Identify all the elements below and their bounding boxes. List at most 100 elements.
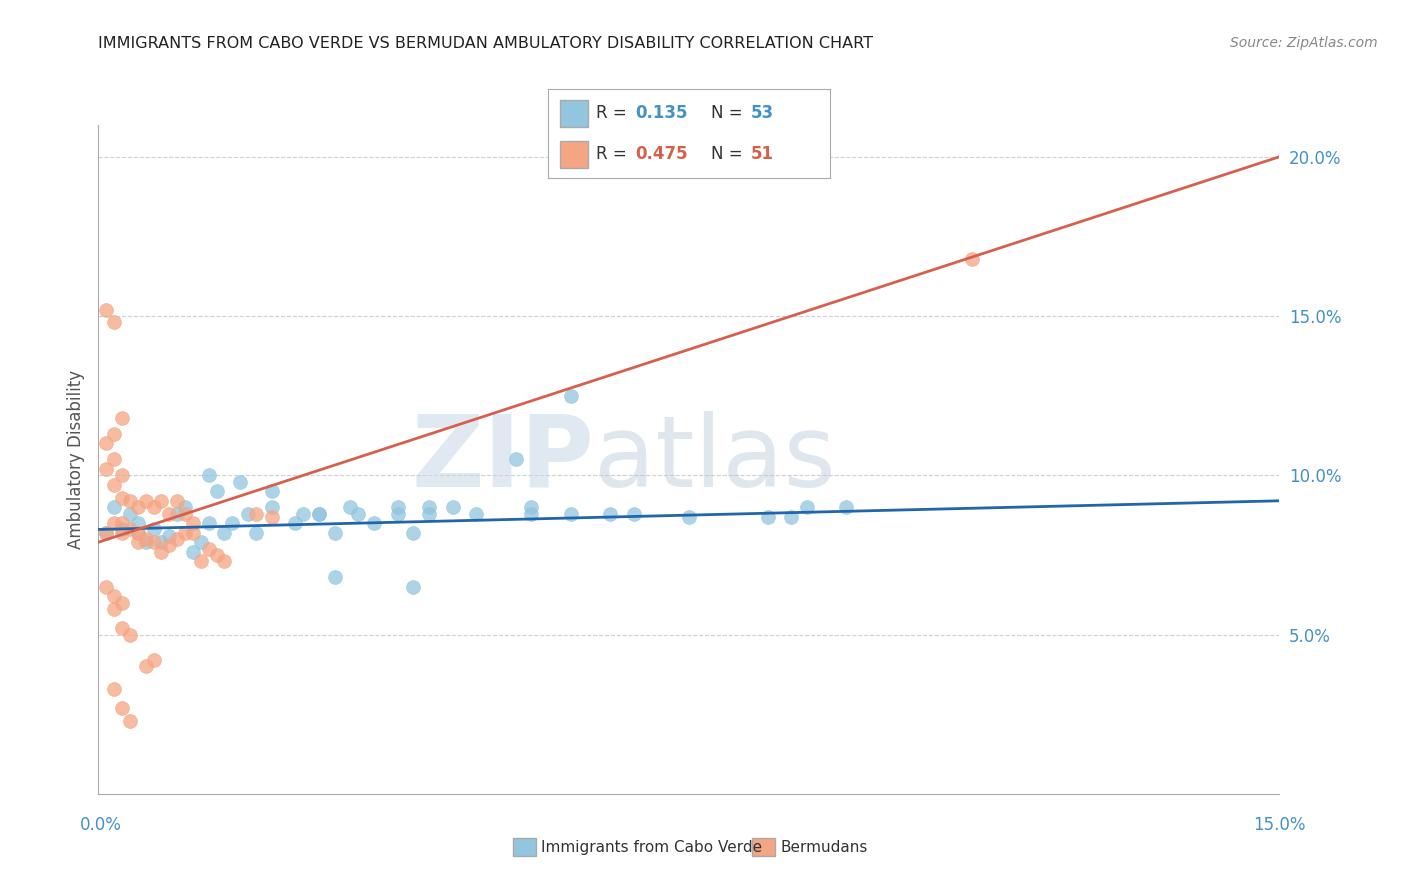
- Point: [339, 500, 361, 515]
- Point: [111, 621, 134, 635]
- FancyBboxPatch shape: [560, 100, 588, 127]
- Point: [599, 507, 621, 521]
- Point: [103, 681, 125, 696]
- Point: [96, 580, 118, 594]
- FancyBboxPatch shape: [560, 141, 588, 168]
- Point: [127, 516, 149, 530]
- Point: [142, 535, 165, 549]
- Point: [96, 525, 118, 540]
- Point: [441, 500, 464, 515]
- Point: [103, 315, 125, 329]
- Point: [260, 509, 283, 524]
- Point: [157, 529, 180, 543]
- Point: [118, 714, 141, 728]
- Point: [127, 525, 149, 540]
- Point: [520, 500, 543, 515]
- Point: [142, 523, 165, 537]
- Point: [127, 535, 149, 549]
- Text: N =: N =: [711, 145, 748, 163]
- Point: [150, 493, 173, 508]
- Text: N =: N =: [711, 104, 748, 122]
- Text: Bermudans: Bermudans: [780, 840, 868, 855]
- Text: 51: 51: [751, 145, 773, 163]
- Point: [142, 653, 165, 667]
- Point: [520, 507, 543, 521]
- Point: [111, 516, 134, 530]
- Point: [323, 570, 346, 584]
- Point: [111, 411, 134, 425]
- Point: [135, 659, 157, 673]
- Point: [197, 541, 219, 556]
- Point: [181, 516, 204, 530]
- Point: [260, 500, 283, 515]
- Text: R =: R =: [596, 145, 633, 163]
- Text: atlas: atlas: [595, 411, 837, 508]
- Point: [387, 507, 409, 521]
- Point: [150, 535, 173, 549]
- Point: [127, 525, 149, 540]
- Point: [465, 507, 488, 521]
- Point: [505, 452, 527, 467]
- Point: [157, 538, 180, 552]
- Point: [135, 493, 157, 508]
- Text: ZIP: ZIP: [412, 411, 595, 508]
- Point: [197, 516, 219, 530]
- Point: [111, 523, 134, 537]
- Point: [111, 525, 134, 540]
- Point: [205, 484, 228, 499]
- Point: [96, 462, 118, 476]
- Point: [166, 493, 188, 508]
- Point: [118, 493, 141, 508]
- Point: [103, 602, 125, 616]
- Point: [308, 507, 330, 521]
- Point: [174, 500, 197, 515]
- Point: [308, 507, 330, 521]
- Point: [214, 554, 236, 568]
- Text: Immigrants from Cabo Verde: Immigrants from Cabo Verde: [541, 840, 762, 855]
- Y-axis label: Ambulatory Disability: Ambulatory Disability: [66, 370, 84, 549]
- Point: [363, 516, 385, 530]
- Point: [150, 545, 173, 559]
- Point: [190, 535, 212, 549]
- Point: [96, 302, 118, 317]
- Point: [96, 436, 118, 450]
- Text: 15.0%: 15.0%: [1253, 816, 1306, 834]
- Point: [347, 507, 370, 521]
- Point: [111, 468, 134, 483]
- Point: [197, 468, 219, 483]
- Point: [111, 701, 134, 715]
- Point: [181, 545, 204, 559]
- Point: [229, 475, 252, 489]
- Point: [127, 500, 149, 515]
- Point: [166, 507, 188, 521]
- Point: [166, 532, 188, 546]
- Point: [418, 500, 440, 515]
- Point: [103, 516, 125, 530]
- Point: [174, 525, 197, 540]
- Point: [118, 507, 141, 521]
- Point: [387, 500, 409, 515]
- Point: [214, 525, 236, 540]
- Point: [190, 554, 212, 568]
- Point: [174, 507, 197, 521]
- Point: [678, 509, 700, 524]
- Point: [181, 525, 204, 540]
- Point: [103, 452, 125, 467]
- Text: R =: R =: [596, 104, 633, 122]
- Point: [103, 478, 125, 492]
- Point: [236, 507, 259, 521]
- Point: [756, 509, 779, 524]
- Text: 0.135: 0.135: [636, 104, 688, 122]
- Text: Source: ZipAtlas.com: Source: ZipAtlas.com: [1230, 36, 1378, 50]
- Point: [103, 500, 125, 515]
- Point: [402, 580, 425, 594]
- Point: [221, 516, 243, 530]
- Point: [142, 500, 165, 515]
- Point: [111, 491, 134, 505]
- Point: [96, 525, 118, 540]
- Point: [962, 252, 984, 266]
- Point: [402, 525, 425, 540]
- Point: [560, 507, 582, 521]
- Text: 0.475: 0.475: [636, 145, 688, 163]
- Point: [623, 507, 645, 521]
